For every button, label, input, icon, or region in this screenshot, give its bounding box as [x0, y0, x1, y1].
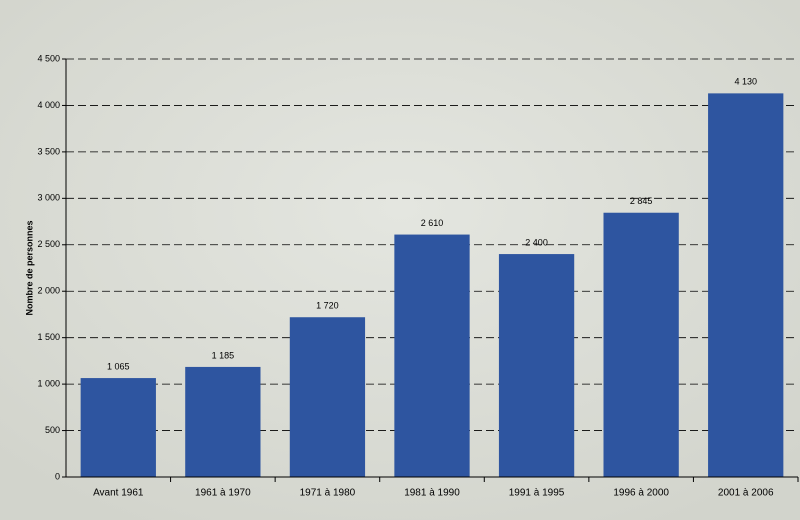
x-tick-label: Avant 1961 [93, 488, 144, 499]
y-tick-label: 1 000 [37, 378, 60, 388]
bar [289, 317, 366, 477]
y-tick-label: 0 [55, 471, 60, 481]
bar [394, 234, 470, 477]
y-tick-label: 2 500 [37, 239, 60, 249]
x-tick-label: 1981 à 1990 [404, 488, 460, 499]
value-label: 2 845 [630, 196, 653, 206]
y-tick-label: 4 500 [37, 53, 60, 63]
value-label: 4 130 [734, 77, 757, 87]
y-tick-label: 2 000 [37, 286, 60, 296]
y-axis-title: Nombre de personnes [24, 220, 34, 315]
y-tick-label: 4 000 [37, 100, 60, 110]
bar [708, 93, 784, 477]
x-tick-label: 1991 à 1995 [509, 488, 565, 499]
value-label: 1 720 [316, 301, 339, 311]
x-tick-label: 2001 à 2006 [718, 488, 774, 499]
value-label: 1 185 [212, 350, 235, 360]
x-tick-label: 1961 à 1970 [195, 488, 251, 499]
bar [498, 254, 575, 477]
y-tick-label: 3 000 [37, 193, 60, 203]
value-label: 2 610 [421, 218, 444, 228]
y-tick-label: 1 500 [37, 332, 60, 342]
bar [80, 378, 156, 477]
y-tick-label: 500 [45, 425, 60, 435]
x-tick-label: 1996 à 2000 [613, 488, 669, 499]
x-tick-label: 1971 à 1980 [300, 488, 356, 499]
bar [185, 366, 261, 477]
value-label: 1 065 [107, 361, 130, 371]
bar [603, 212, 679, 477]
y-tick-label: 3 500 [37, 146, 60, 156]
value-label: 2 400 [525, 237, 548, 247]
